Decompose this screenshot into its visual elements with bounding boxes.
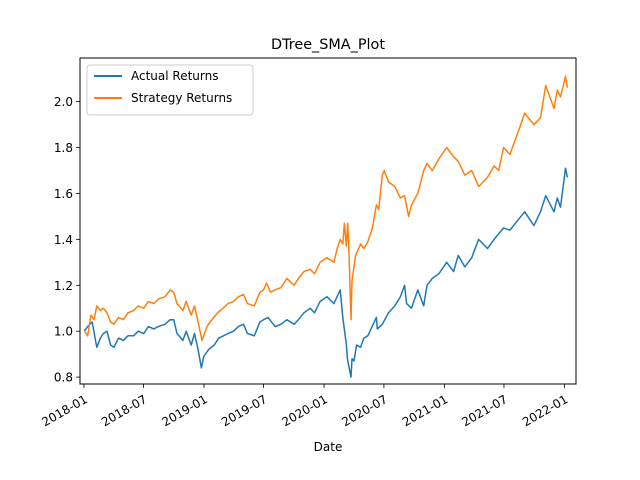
y-axis: 0.8 1.0 1.2 1.4 1.6 1.8 2.0 [54,95,80,385]
y-tick-label: 1.6 [54,187,73,201]
y-tick-label: 1.4 [54,233,73,247]
x-axis-label: Date [314,440,343,454]
series-line-actual-returns [83,167,569,378]
legend: Actual Returns Strategy Returns [86,64,254,116]
series-line-strategy-returns [83,75,569,342]
y-tick-label: 1.2 [54,279,73,293]
chart-title: DTree_SMA_Plot [271,37,385,53]
plot-frame [79,57,577,385]
legend-label-strategy-returns: Strategy Returns [131,91,232,105]
legend-label-actual-returns: Actual Returns [131,69,218,83]
y-tick-label: 1.8 [54,141,73,155]
y-tick-label: 1.0 [54,325,73,339]
plot-data-layer [83,75,569,378]
legend-box [86,64,254,116]
y-tick-label: 2.0 [54,95,73,109]
y-tick-label: 0.8 [54,371,73,385]
